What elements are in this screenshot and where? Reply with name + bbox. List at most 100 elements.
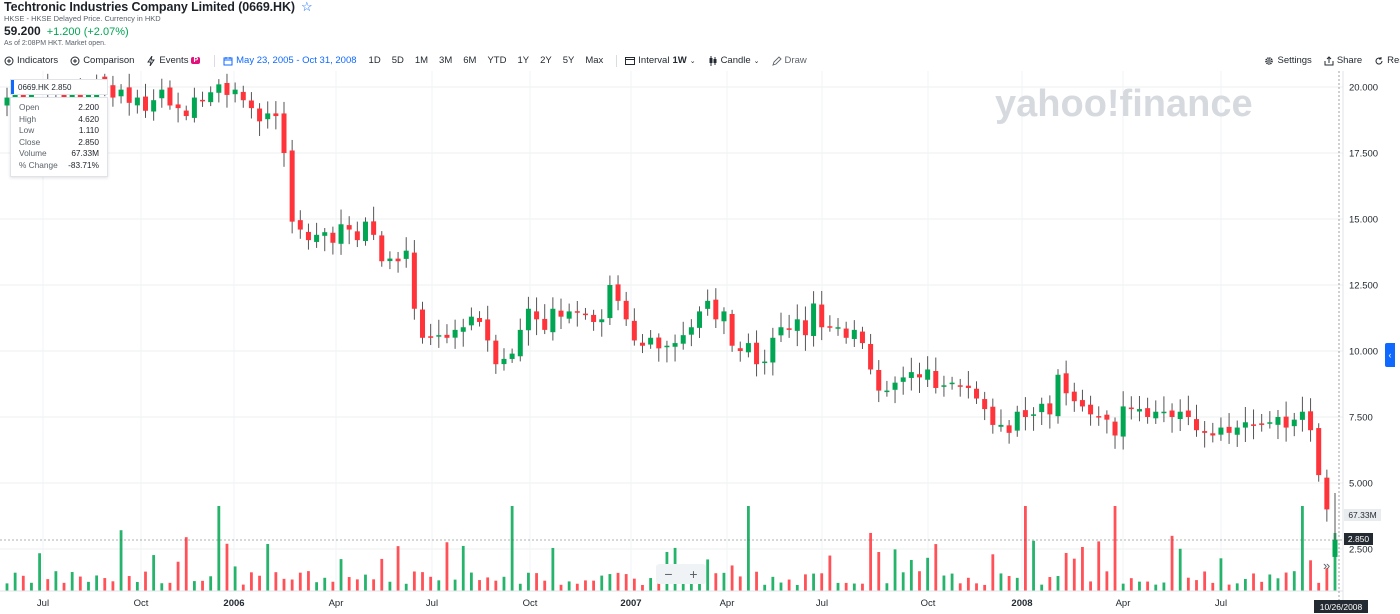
volume-bar [95,575,99,591]
volume-bar [184,537,188,591]
volume-bar [70,572,74,591]
plus-circle-icon [4,56,14,65]
y-tick-label: 17.500 [1349,149,1378,160]
range-1d-button[interactable]: 1D [368,55,381,66]
candle-body [990,406,996,425]
volume-bar [38,553,41,591]
candle-body [607,285,613,319]
candle-body [346,225,352,230]
volume-bar [812,573,815,591]
chart-type-button[interactable]: Candle ⌄ [708,55,760,66]
candle-body [1202,431,1208,433]
candle-body [623,300,629,320]
candle-body [648,337,654,345]
candle-body [884,390,890,393]
tooltip-header: 0669.HK 2.850 [10,79,108,95]
candle-body [558,310,564,317]
range-5d-button[interactable]: 5D [391,55,404,66]
zoom-out-icon[interactable]: − [664,566,673,582]
chevron-left-icon[interactable]: ‹ [1385,343,1395,367]
candle-body [1161,411,1167,414]
candle-body [1088,404,1094,415]
candle-body [534,311,540,320]
tooltip-label: Low [19,125,35,136]
zoom-in-icon[interactable]: + [689,566,698,582]
volume-bar [469,572,473,591]
comparison-button[interactable]: Comparison [70,55,134,66]
reset-button[interactable]: Reset [1374,55,1400,66]
current-price: 59.200 [4,24,41,38]
candle-body [338,224,344,244]
plus-circle-icon [70,56,80,65]
range-1y-button[interactable]: 1Y [517,55,530,66]
candle-body [591,314,597,322]
volume-bar [1195,580,1198,591]
tooltip-symbol: 0669.HK [18,82,50,92]
interval-button[interactable]: Interval 1W ⌄ [625,55,696,66]
tooltip-row: Low 1.110 [19,125,99,137]
range-max-button[interactable]: Max [585,55,604,66]
tooltip-details: Open 2.200 High 4.620 Low 1.110 Close 2.850 … [10,97,108,177]
double-chevron-right-icon[interactable]: » [1323,558,1331,573]
volume-bar [1162,582,1166,591]
date-range-button[interactable]: May 23, 2005 - Oct 31, 2008 [223,55,357,66]
candle-body [395,258,401,262]
range-2y-button[interactable]: 2Y [540,55,552,66]
tooltip-row: Volume 67.33M [19,148,99,160]
volume-bar [510,506,514,591]
candle-body [770,337,776,363]
candle-body [916,374,922,378]
tooltip-label: High [19,113,37,124]
events-button[interactable]: Events P [146,55,201,66]
chevron-down-icon: ⌄ [753,57,760,65]
candle-body [599,319,605,323]
candle-body [868,343,874,370]
candle-body [1234,427,1240,435]
volume-bar [1040,584,1044,591]
star-icon[interactable]: ☆ [300,0,313,14]
x-tick-label: Jul [426,598,438,609]
price-chart[interactable]: yahoo!finance 20.000 17.500 15.000 12.500 10… [0,71,1400,614]
volume-bar [755,571,758,591]
tooltip-label: Volume [19,148,47,159]
volume-bar [1015,577,1019,591]
toolbar-right: Settings Share Reset [1264,52,1400,69]
candle-body [819,304,825,328]
range-6m-button[interactable]: 6M [463,55,477,66]
candle-body [167,87,173,106]
share-button[interactable]: Share [1324,55,1362,66]
volume-bar [429,576,433,591]
volume-bar [1309,560,1312,591]
y-tick-label: 7.500 [1349,413,1373,424]
volume-bar [885,583,889,591]
range-1m-button[interactable]: 1M [414,55,429,66]
candle-body [403,250,409,259]
candle-body [1022,410,1028,417]
range-5y-button[interactable]: 5Y [562,55,575,66]
candle-body [224,83,230,95]
candle-body [126,87,132,103]
range-3m-button[interactable]: 3M [439,55,453,66]
candle-body [1193,419,1199,431]
indicators-button[interactable]: Indicators [4,55,58,66]
candle-body [582,313,588,316]
volume-bar [999,573,1003,591]
volume-bar [127,576,131,591]
volume-bar [1317,582,1321,591]
volume-bar [201,580,204,591]
volume-bar [1170,535,1174,591]
range-ytd-button[interactable]: YTD [487,55,507,66]
volume-bar [966,577,970,591]
candle-body [452,329,458,338]
divider [616,54,618,67]
volume-bar [1072,558,1076,591]
settings-label: Settings [1277,55,1312,66]
candle-body [786,328,792,330]
volume-bar [437,580,441,591]
settings-button[interactable]: Settings [1264,55,1312,66]
candle-body [550,308,556,333]
chart-grid [0,71,1343,589]
candle-body [517,329,523,357]
volume-bar [233,566,237,591]
draw-button[interactable]: Draw [771,55,807,66]
